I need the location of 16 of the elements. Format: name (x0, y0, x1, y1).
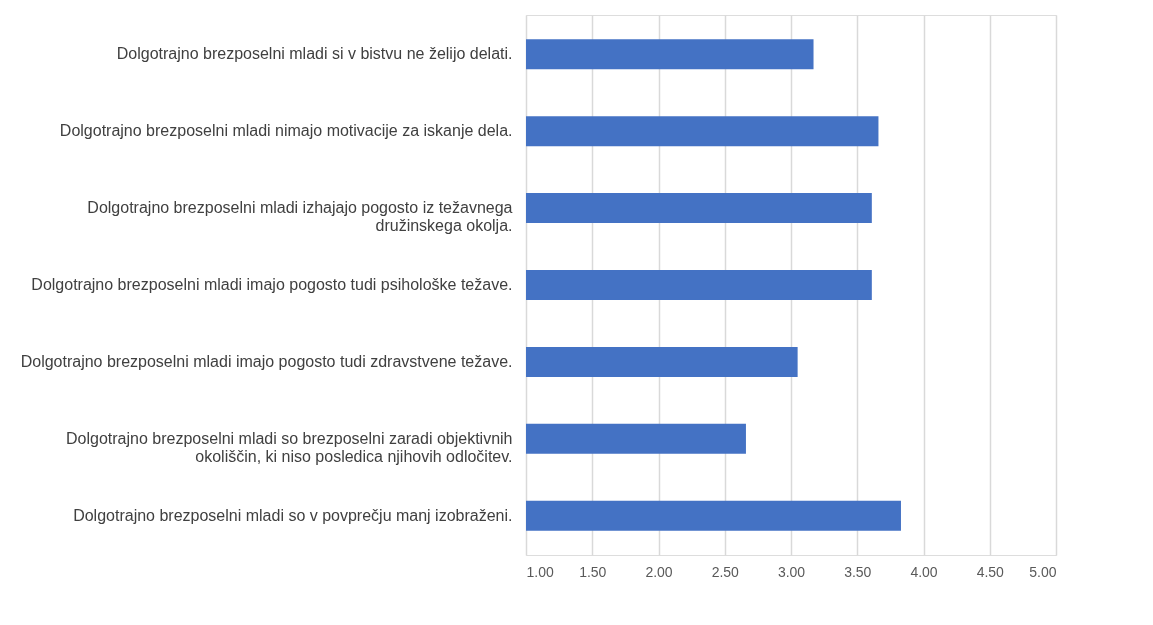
y-tick-label: Dolgotrajno brezposelni mladi izhajajo pogosto iz težavnega družinskega okolja. (87, 199, 513, 235)
y-tick-label: Dolgotrajno brezposelni mladi imajo pogosto tudi zdravstvene težave. (20, 352, 513, 370)
x-tick-label: 1.50 (579, 563, 607, 580)
x-tick-label: 5.00 (1029, 563, 1057, 580)
x-tick-label: 4.50 (976, 563, 1005, 580)
y-tick-label: Dolgotrajno brezposelni mladi nimajo motivacije za iskanje dela. (59, 122, 513, 140)
x-tick-label: 3.50 (844, 563, 872, 580)
y-tick-label: Dolgotrajno brezposelni mladi imajo pogosto tudi psihološke težave. (31, 276, 513, 293)
x-tick-label: 2.00 (645, 563, 673, 580)
y-tick-label: Dolgotrajno brezposelni mladi so v povprečju manj izobraženi. (73, 506, 513, 524)
y-tick-label: Dolgotrajno brezposelni mladi si v bistvu ne želijo delati. (116, 45, 513, 63)
x-tick-label: 2.50 (711, 563, 740, 580)
x-tick-label: 4.00 (910, 563, 938, 580)
y-tick-label: Dolgotrajno brezposelni mladi so brezposelni zaradi objektivnih okoliščin, ki niso posledica njihovih odločitev. (66, 429, 513, 465)
x-tick-label: 3.00 (777, 563, 806, 580)
x-tick-label: 1.00 (526, 563, 554, 580)
